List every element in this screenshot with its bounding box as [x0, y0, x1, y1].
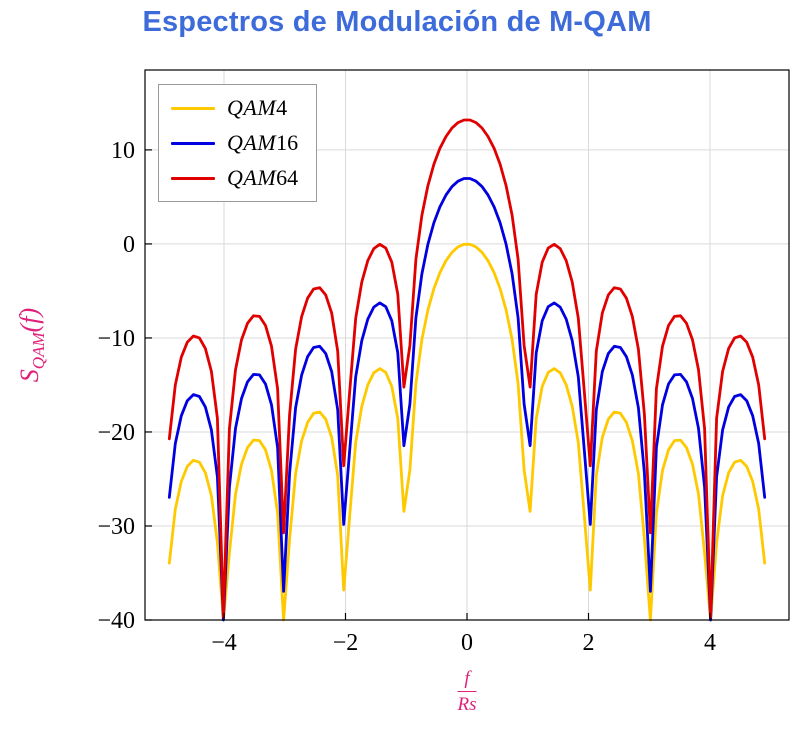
x-tick-label: 2 — [583, 630, 595, 656]
y-tick-label: −30 — [97, 514, 135, 540]
legend-label-qam16-number: 16 — [276, 130, 299, 155]
legend-label-qam4-number: 4 — [276, 95, 288, 120]
legend: QAM4 QAM16 QAM64 — [158, 84, 318, 202]
x-tick-label: −2 — [333, 630, 359, 656]
y-axis-label-subscript: QAM — [29, 332, 49, 370]
legend-label-qam16: QAM16 — [227, 130, 298, 156]
y-axis-label-base: S — [14, 369, 44, 383]
x-tick-label: 0 — [461, 630, 473, 656]
x-axis-label-denominator: Rs — [457, 693, 477, 715]
legend-line-sample-qam64 — [171, 176, 215, 180]
series-line-qam64 — [167, 118, 767, 619]
series-line-qam16 — [167, 177, 767, 622]
legend-entry-qam16: QAM16 — [171, 130, 298, 156]
legend-line-sample-qam4 — [171, 106, 215, 110]
legend-label-qam64: QAM64 — [227, 165, 298, 191]
plot-frame — [144, 69, 790, 621]
y-axis-label: SQAM(f) — [15, 308, 49, 382]
legend-label-qam4-letters: QAM — [227, 95, 277, 120]
legend-entry-qam64: QAM64 — [171, 165, 298, 191]
y-tick-label: 0 — [123, 232, 135, 258]
legend-line-sample-qam16 — [171, 141, 215, 145]
x-tick-label: 4 — [704, 630, 716, 656]
x-tick-label: −4 — [211, 630, 237, 656]
legend-label-qam4: QAM4 — [227, 95, 287, 121]
legend-label-qam64-number: 64 — [276, 165, 299, 190]
y-tick-label: 10 — [111, 138, 135, 164]
y-tick-label: −40 — [97, 608, 135, 634]
legend-entry-qam4: QAM4 — [171, 95, 298, 121]
y-tick-label: −20 — [97, 420, 135, 446]
legend-label-qam64-letters: QAM — [227, 165, 277, 190]
y-tick-label: −10 — [97, 326, 135, 352]
series-line-qam4 — [167, 242, 767, 622]
legend-label-qam16-letters: QAM — [227, 130, 277, 155]
x-axis-label-numerator: f — [457, 668, 477, 692]
x-axis-label: f Rs — [457, 668, 477, 716]
chart-title: Espectros de Modulación de M-QAM — [142, 6, 652, 38]
y-axis-label-argument: (f) — [14, 307, 44, 333]
